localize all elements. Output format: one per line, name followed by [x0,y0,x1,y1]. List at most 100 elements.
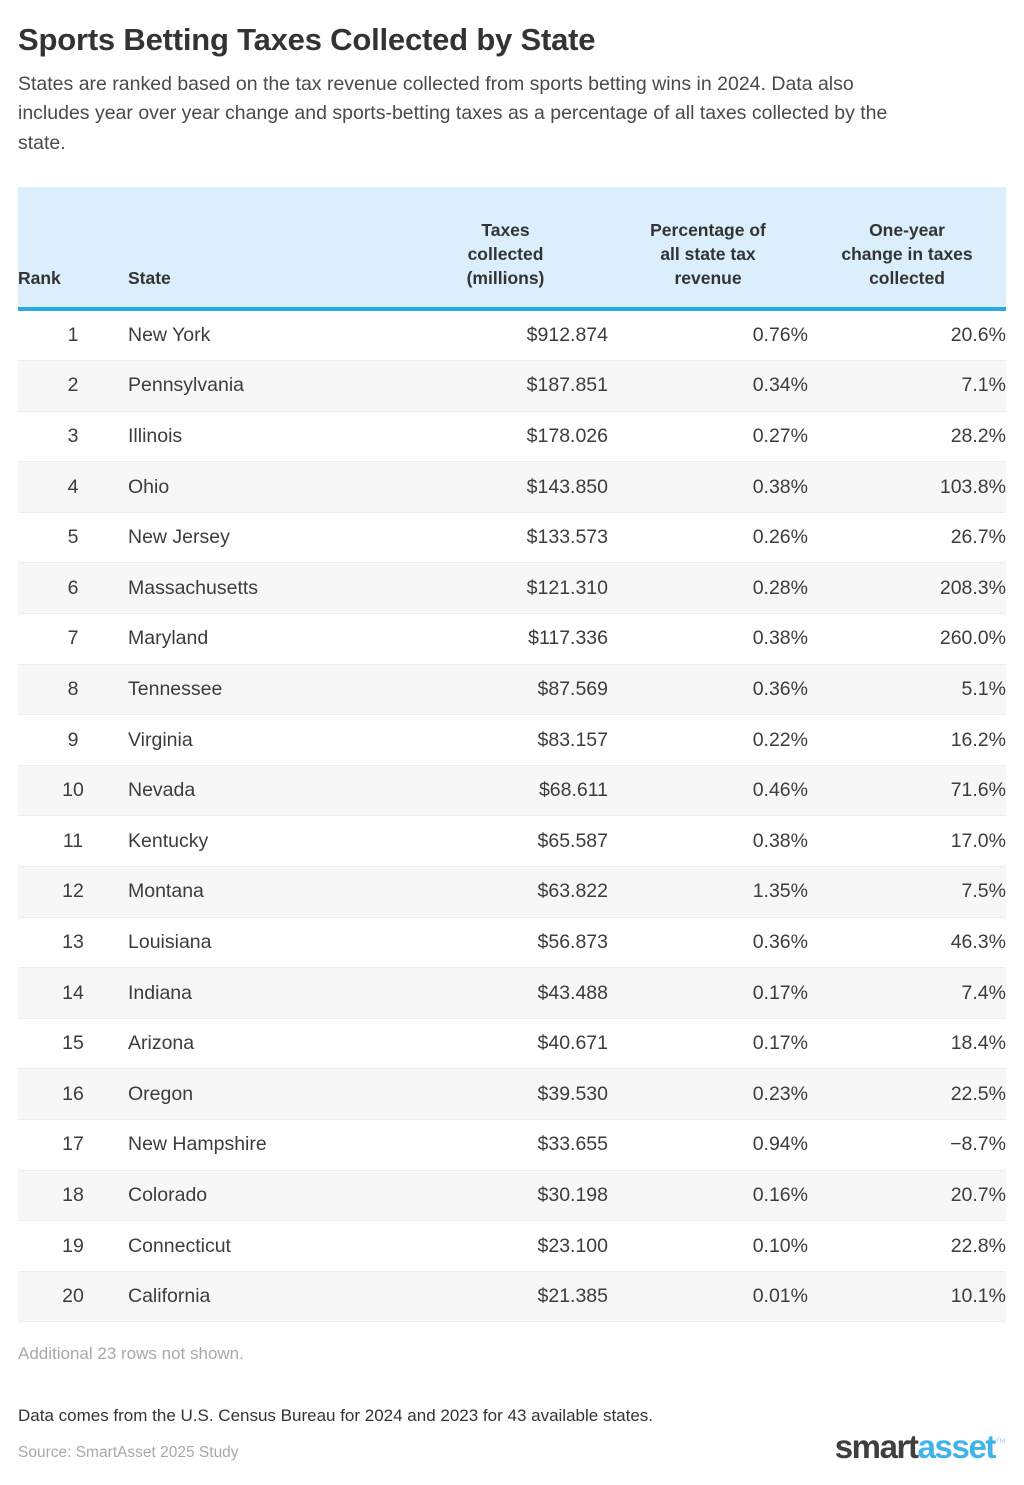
table-header: Rank State Taxes collected (millions) Pe… [18,186,1006,311]
cell-rank: 4 [18,461,128,513]
cell-state: Kentucky [128,815,403,868]
column-header-rank-line-1: Rank [18,268,61,289]
table-row: 4 Ohio $143.850 0.38% 103.8% [18,461,1006,513]
cell-percentage-of-state-tax-revenue: 0.10% [608,1220,808,1272]
cell-rank: 7 [18,613,128,665]
cell-one-year-change: 7.4% [808,967,1006,1019]
cell-one-year-change: 20.6% [808,308,1006,362]
cell-rank: 11 [18,815,128,868]
column-header-rank[interactable]: Rank [18,186,128,311]
cell-taxes-collected: $117.336 [403,613,608,665]
cell-percentage-of-state-tax-revenue: 0.38% [608,613,808,665]
column-header-state[interactable]: State [128,186,403,311]
cell-percentage-of-state-tax-revenue: 0.23% [608,1068,808,1121]
cell-one-year-change: 5.1% [808,664,1006,716]
table-row: 6 Massachusetts $121.310 0.28% 208.3% [18,562,1006,615]
column-header-pct-line-1: Percentage of [650,220,766,241]
cell-rank: 10 [18,765,128,817]
cell-state: Montana [128,866,403,918]
cell-percentage-of-state-tax-revenue: 0.46% [608,765,808,817]
cell-percentage-of-state-tax-revenue: 0.38% [608,815,808,868]
column-header-taxes-collected[interactable]: Taxes collected (millions) [403,186,608,311]
cell-taxes-collected: $178.026 [403,411,608,463]
cell-percentage-of-state-tax-revenue: 0.36% [608,664,808,716]
footer-block: Data comes from the U.S. Census Bureau f… [18,1406,1006,1462]
cell-percentage-of-state-tax-revenue: 0.38% [608,461,808,513]
logo-word-asset: asset [917,1428,997,1465]
cell-rank: 5 [18,512,128,564]
cell-one-year-change: 71.6% [808,765,1006,817]
cell-taxes-collected: $33.655 [403,1119,608,1171]
table-row: 3 Illinois $178.026 0.27% 28.2% [18,411,1006,463]
page-subtitle: States are ranked based on the tax reven… [18,72,888,154]
column-header-change-line-1: One-year [869,220,945,241]
cell-rank: 2 [18,360,128,412]
cell-rank: 3 [18,411,128,463]
column-header-change-line-3: collected [869,268,945,289]
table-row: 18 Colorado $30.198 0.16% 20.7% [18,1170,1006,1222]
cell-percentage-of-state-tax-revenue: 0.17% [608,967,808,1019]
page-title: Sports Betting Taxes Collected by State [18,22,596,57]
cell-percentage-of-state-tax-revenue: 0.26% [608,512,808,564]
cell-taxes-collected: $133.573 [403,512,608,564]
data-source-note: Data comes from the U.S. Census Bureau f… [18,1406,654,1426]
cell-state: Arizona [128,1018,403,1070]
cell-one-year-change: 18.4% [808,1018,1006,1070]
smartasset-logo[interactable]: smartasset™ [835,1430,1006,1463]
cell-one-year-change: 22.5% [808,1068,1006,1121]
table-row: 19 Connecticut $23.100 0.10% 22.8% [18,1220,1006,1272]
cell-percentage-of-state-tax-revenue: 0.01% [608,1271,808,1323]
cell-taxes-collected: $40.671 [403,1018,608,1070]
cell-state: Nevada [128,765,403,817]
cell-state: California [128,1271,403,1323]
table-row: 2 Pennsylvania $187.851 0.34% 7.1% [18,360,1006,412]
table-container: Rank State Taxes collected (millions) Pe… [18,186,1006,1323]
cell-taxes-collected: $912.874 [403,308,608,362]
cell-percentage-of-state-tax-revenue: 0.28% [608,562,808,615]
cell-percentage-of-state-tax-revenue: 0.16% [608,1170,808,1222]
column-header-taxes-line-1: Taxes [481,220,530,241]
cell-one-year-change: 28.2% [808,411,1006,463]
cell-rank: 8 [18,664,128,716]
sports-betting-taxes-table: Rank State Taxes collected (millions) Pe… [18,186,1006,1323]
table-row: 10 Nevada $68.611 0.46% 71.6% [18,765,1006,817]
cell-state: Tennessee [128,664,403,716]
cell-one-year-change: 260.0% [808,613,1006,665]
rows-not-shown-note: Additional 23 rows not shown. [18,1344,244,1364]
cell-percentage-of-state-tax-revenue: 0.94% [608,1119,808,1171]
cell-rank: 15 [18,1018,128,1070]
column-header-pct-line-3: revenue [674,268,742,289]
table-row: 14 Indiana $43.488 0.17% 7.4% [18,967,1006,1019]
table-body: 1 New York $912.874 0.76% 20.6% 2 Pennsylvania… [18,308,1006,1323]
cell-taxes-collected: $143.850 [403,461,608,513]
cell-taxes-collected: $21.385 [403,1271,608,1323]
cell-taxes-collected: $187.851 [403,360,608,412]
column-header-one-year-change[interactable]: One-year change in taxes collected [808,186,1006,311]
column-header-percentage-of-state-tax-revenue[interactable]: Percentage of all state tax revenue [608,186,808,311]
cell-one-year-change: 17.0% [808,815,1006,868]
cell-taxes-collected: $83.157 [403,714,608,766]
cell-one-year-change: 103.8% [808,461,1006,513]
column-header-pct-line-2: all state tax [660,244,756,265]
cell-percentage-of-state-tax-revenue: 0.27% [608,411,808,463]
cell-taxes-collected: $56.873 [403,917,608,969]
logo-word-smart: smart [834,1428,919,1465]
table-row: 5 New Jersey $133.573 0.26% 26.7% [18,512,1006,564]
cell-rank: 20 [18,1271,128,1323]
cell-one-year-change: 22.8% [808,1220,1006,1272]
cell-one-year-change: 10.1% [808,1271,1006,1323]
cell-rank: 16 [18,1068,128,1121]
table-row: 8 Tennessee $87.569 0.36% 5.1% [18,664,1006,716]
trademark-icon: ™ [995,1437,1006,1449]
cell-state: Oregon [128,1068,403,1121]
table-row: 7 Maryland $117.336 0.38% 260.0% [18,613,1006,665]
cell-state: Ohio [128,461,403,513]
cell-state: Maryland [128,613,403,665]
cell-state: New York [128,308,403,362]
cell-state: Virginia [128,714,403,766]
table-row: 17 New Hampshire $33.655 0.94% −8.7% [18,1119,1006,1171]
table-row: 9 Virginia $83.157 0.22% 16.2% [18,714,1006,766]
cell-rank: 12 [18,866,128,918]
cell-taxes-collected: $68.611 [403,765,608,817]
